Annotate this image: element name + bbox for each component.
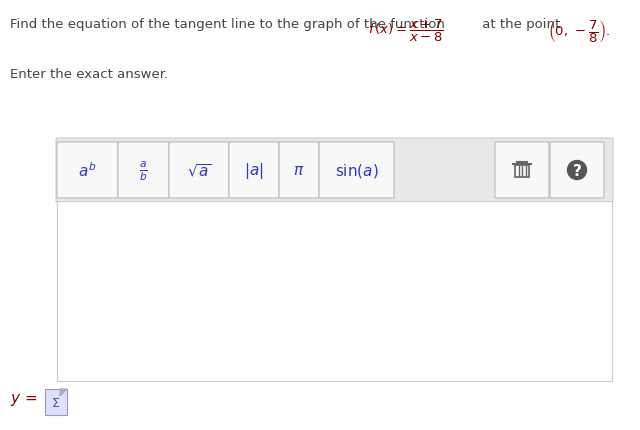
- FancyBboxPatch shape: [56, 139, 613, 203]
- Polygon shape: [60, 389, 67, 396]
- Text: $f\,(x) = \dfrac{x+7}{x-8}$: $f\,(x) = \dfrac{x+7}{x-8}$: [368, 18, 444, 44]
- FancyBboxPatch shape: [319, 143, 394, 199]
- Text: $|a|$: $|a|$: [244, 161, 264, 181]
- Text: $y\,=$: $y\,=$: [10, 391, 38, 407]
- Text: $a^b$: $a^b$: [78, 161, 97, 180]
- Text: $\sqrt{a}$: $\sqrt{a}$: [186, 162, 211, 179]
- FancyBboxPatch shape: [169, 143, 229, 199]
- FancyBboxPatch shape: [550, 143, 604, 199]
- Text: $\Sigma$: $\Sigma$: [51, 396, 61, 409]
- Circle shape: [568, 161, 586, 180]
- FancyBboxPatch shape: [45, 389, 67, 415]
- Text: at the point: at the point: [478, 18, 564, 31]
- Text: $\pi$: $\pi$: [293, 164, 305, 178]
- Text: $\frac{a}{b}$: $\frac{a}{b}$: [139, 159, 148, 182]
- FancyBboxPatch shape: [118, 143, 169, 199]
- Text: $\sin(a)$: $\sin(a)$: [335, 162, 378, 180]
- Text: Find the equation of the tangent line to the graph of the function: Find the equation of the tangent line to…: [10, 18, 449, 31]
- FancyBboxPatch shape: [495, 143, 549, 199]
- Text: ?: ?: [573, 164, 581, 178]
- FancyBboxPatch shape: [279, 143, 319, 199]
- FancyBboxPatch shape: [57, 143, 118, 199]
- FancyBboxPatch shape: [229, 143, 279, 199]
- Text: $\left(0,\,-\dfrac{7}{8}\right).$: $\left(0,\,-\dfrac{7}{8}\right).$: [548, 18, 611, 45]
- Text: Enter the exact answer.: Enter the exact answer.: [10, 68, 168, 81]
- FancyBboxPatch shape: [57, 202, 612, 381]
